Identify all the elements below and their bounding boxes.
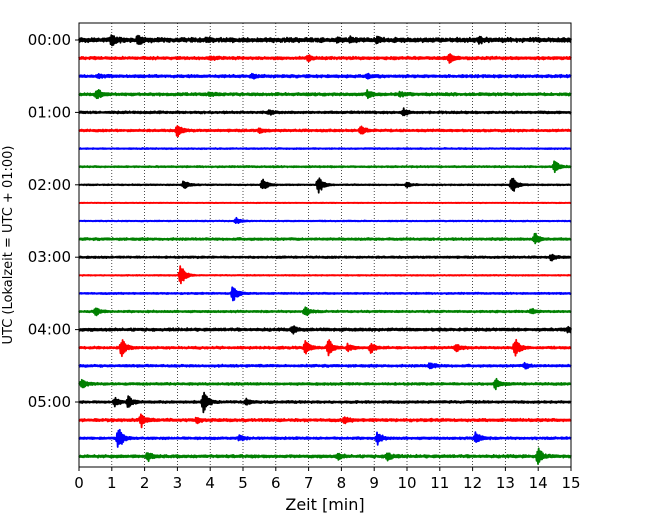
- x-tick-label: 5: [238, 474, 248, 492]
- seismogram-traces: [78, 34, 572, 465]
- x-tick-label: 10: [397, 474, 416, 492]
- y-axis-ticks: 00:00 01:00 02:00 03:00 04:00 05:00: [28, 31, 79, 411]
- trace-0200: [78, 177, 572, 194]
- trace-0045: [78, 89, 572, 100]
- x-tick-label: 11: [430, 474, 449, 492]
- trace-0315: [78, 265, 572, 285]
- trace-0245: [78, 232, 572, 245]
- trace-0330: [78, 286, 572, 302]
- y-axis-label: UTC (Lokalzeit = UTC + 01:00): [1, 146, 16, 345]
- trace-0230: [78, 216, 572, 224]
- trace-0515: [78, 413, 572, 429]
- trace-0300: [78, 253, 572, 262]
- trace-0100: [78, 107, 572, 117]
- x-tick-label: 14: [529, 474, 548, 492]
- x-tick-label: 0: [74, 474, 84, 492]
- x-axis-ticks: 0 1 2 3 4 5 6 7 8 9 10 11 12 13 14 15: [74, 467, 581, 492]
- minute-gridlines: [111, 23, 539, 467]
- y-tick-label: 01:00: [28, 103, 71, 121]
- x-tick-label: 15: [561, 474, 580, 492]
- trace-0030: [78, 72, 572, 80]
- x-tick-label: 9: [369, 474, 379, 492]
- trace-0430: [78, 361, 572, 370]
- trace-0015: [78, 53, 572, 64]
- trace-0115: [78, 125, 572, 138]
- x-tick-label: 1: [107, 474, 117, 492]
- y-tick-label: 04:00: [28, 321, 71, 339]
- x-tick-label: 12: [463, 474, 482, 492]
- trace-0000: [78, 34, 572, 47]
- y-tick-label: 00:00: [28, 31, 71, 49]
- plot-frame: [78, 22, 572, 468]
- x-tick-label: 4: [205, 474, 215, 492]
- trace-0530: [78, 428, 572, 448]
- trace-0130: [78, 147, 572, 151]
- x-tick-label: 3: [173, 474, 183, 492]
- trace-0215: [78, 201, 572, 205]
- trace-0345: [78, 306, 572, 317]
- x-tick-label: 2: [140, 474, 150, 492]
- x-tick-label: 6: [271, 474, 281, 492]
- x-tick-label: 8: [337, 474, 347, 492]
- y-tick-label: 05:00: [28, 393, 71, 411]
- x-tick-label: 13: [496, 474, 515, 492]
- x-axis-label: Zeit [min]: [285, 495, 364, 514]
- trace-0500: [78, 391, 572, 414]
- trace-0400: [78, 325, 572, 335]
- y-tick-label: 03:00: [28, 248, 71, 266]
- trace-0145: [78, 160, 572, 174]
- y-tick-label: 02:00: [28, 176, 71, 194]
- trace-0545: [78, 447, 572, 465]
- x-tick-label: 7: [304, 474, 314, 492]
- trace-0415: [78, 338, 572, 358]
- trace-0445: [78, 377, 572, 391]
